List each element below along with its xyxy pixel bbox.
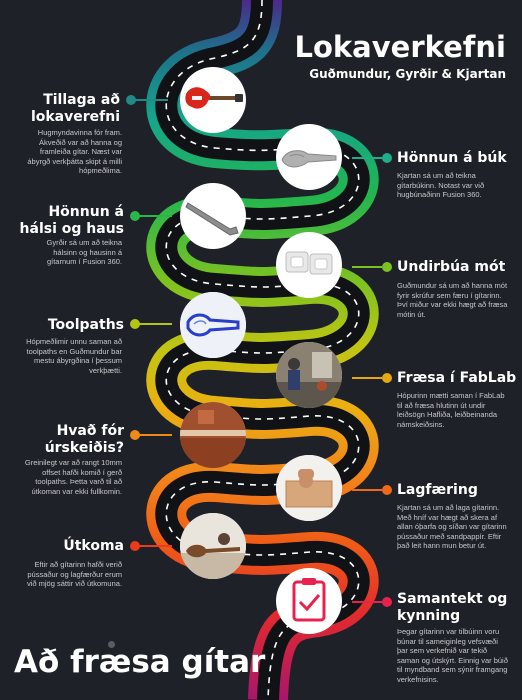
step-9-node <box>130 541 140 551</box>
step-8-body: Kjartan sá um að laga gítarinn. Með hníf… <box>397 503 507 550</box>
step-3-node <box>130 211 140 221</box>
step-7-image <box>180 402 246 468</box>
step-6-body: Hópurinn mætti saman í FabLab til að fræ… <box>397 391 505 429</box>
step-3-body: Gyrðir sá um að teikna hálsinn og hausin… <box>46 238 122 266</box>
step-2-connector <box>352 157 382 159</box>
electric-guitar-icon <box>185 87 243 109</box>
step-3-title: Hönnun á hálsi og haus <box>19 204 124 237</box>
step-5-body: Hópmeðlimir unnu saman að toolpaths en G… <box>26 337 122 375</box>
step-4-connector <box>352 266 382 268</box>
step-7-body: Greinilegt var að rangt 10mm offset hafð… <box>24 458 122 496</box>
step-5-node <box>130 319 140 329</box>
step-5-title: Toolpaths <box>47 317 124 333</box>
step-8-title: Lagfæring <box>397 482 478 498</box>
step-2-title: Hönnun á búk <box>397 150 507 166</box>
step-10-image <box>276 568 342 634</box>
wood-fix-photo-icon <box>276 455 342 521</box>
step-2-body: Kjartan sá um að teikna gítarbúkinn. Not… <box>397 171 485 199</box>
step-4-title: Undirbúa mót <box>397 259 506 275</box>
step-3-image <box>180 183 246 249</box>
step-6-image <box>276 342 342 408</box>
step-1-connector <box>134 99 168 101</box>
step-4-image <box>276 232 342 298</box>
step-9-body: Eftir að gítarinn hafði verið pússaður o… <box>26 560 122 588</box>
step-7-connector <box>138 434 172 436</box>
step-8-image <box>276 455 342 521</box>
step-10-body: Þegar gítarinn var tilbúinn voru búnar t… <box>397 627 508 684</box>
step-2-node <box>382 153 392 163</box>
step-4-body: Guðmundur sá um að hanna mót fyrir skrúf… <box>397 281 508 319</box>
step-6-connector <box>352 377 382 379</box>
mold-model-icon <box>285 251 333 275</box>
step-9-title: Útkoma <box>63 538 124 554</box>
step-1-body: Hugmyndavinna fór fram. Ákveðið var að h… <box>27 128 122 175</box>
step-5-image <box>180 292 246 358</box>
step-6-title: Fræsa í FabLab <box>397 370 517 386</box>
step-7-title: Hvað fór úrskeiðis? <box>44 423 124 456</box>
step-10-node <box>382 597 392 607</box>
step-8-node <box>382 485 392 495</box>
guitar-neck-model-icon <box>185 202 239 236</box>
step-4-node <box>382 262 392 272</box>
step-1-title: Tillaga að lokaverefni <box>30 92 120 125</box>
guitar-body-model-icon <box>281 150 337 168</box>
step-1-node <box>126 95 136 105</box>
step-1-image <box>180 67 246 133</box>
step-8-connector <box>352 489 382 491</box>
fablab-photo-icon <box>276 342 342 408</box>
footer-title: Að fræsa gítar <box>14 644 266 680</box>
step-2-image <box>276 124 342 190</box>
toolpath-render-icon <box>180 292 246 358</box>
step-10-connector <box>352 601 382 603</box>
step-9-image <box>180 513 246 579</box>
step-10-title: Samantekt og kynning <box>397 591 508 624</box>
clipboard-icon <box>292 578 326 622</box>
step-9-connector <box>138 545 172 547</box>
authors-subtitle: Guðmundur, Gyrðir & Kjartan <box>309 67 506 81</box>
finished-guitar-photo-icon <box>180 513 246 579</box>
page-title: Lokaverkefni <box>294 30 506 64</box>
decorative-dot <box>108 641 115 648</box>
wood-error-photo-icon <box>180 402 246 468</box>
step-7-node <box>130 430 140 440</box>
step-3-connector <box>138 215 172 217</box>
step-5-connector <box>138 323 172 325</box>
step-6-node <box>382 373 392 383</box>
